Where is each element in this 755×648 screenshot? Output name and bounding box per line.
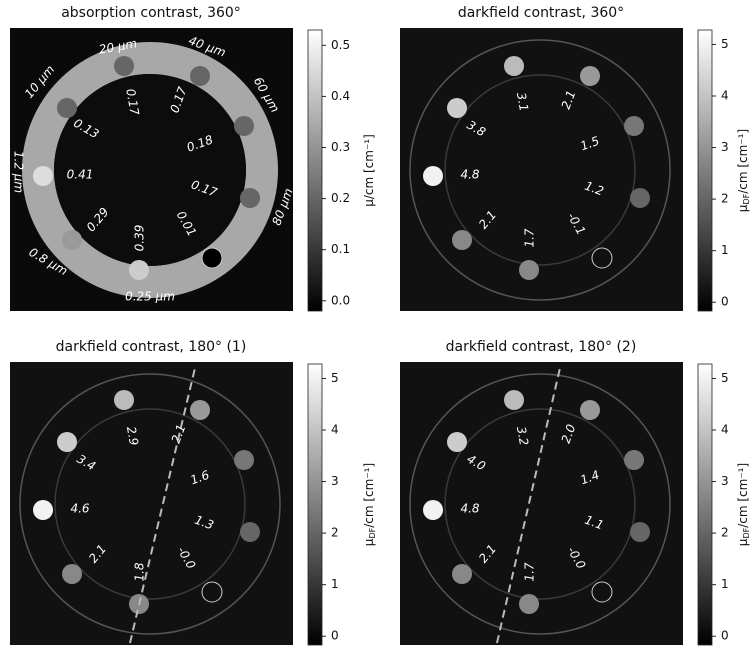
colorbar bbox=[698, 30, 712, 311]
colorbar-tick-label: 2 bbox=[331, 526, 339, 540]
sample bbox=[452, 564, 472, 584]
sample bbox=[62, 230, 82, 250]
colorbar-tick-label: 0 bbox=[721, 629, 729, 643]
sample-label: 1.2 μm bbox=[12, 151, 26, 193]
sample bbox=[580, 66, 600, 86]
colorbar-label: μDF/cm [cm⁻¹] bbox=[362, 463, 377, 546]
sample bbox=[202, 248, 222, 268]
sample bbox=[240, 188, 260, 208]
panel-title: darkfield contrast, 180° (1) bbox=[56, 339, 247, 355]
sample bbox=[624, 450, 644, 470]
sample bbox=[234, 450, 254, 470]
colorbar-tick-label: 3 bbox=[331, 474, 339, 488]
sample bbox=[33, 500, 53, 520]
colorbar-tick-label: 0.1 bbox=[331, 242, 350, 256]
colorbar-tick-label: 2 bbox=[721, 526, 729, 540]
colorbar-tick-label: 4 bbox=[721, 422, 729, 436]
colorbar-tick-label: 0.3 bbox=[331, 140, 350, 154]
sample bbox=[57, 98, 77, 118]
value-label: 1.7 bbox=[523, 228, 537, 247]
sample bbox=[580, 400, 600, 420]
value-label: 4.6 bbox=[70, 502, 89, 516]
value-label: 0.39 bbox=[133, 225, 147, 252]
sample bbox=[240, 522, 260, 542]
colorbar bbox=[308, 30, 322, 311]
sample bbox=[423, 166, 443, 186]
panel-title: darkfield contrast, 360° bbox=[458, 5, 624, 21]
panel-title: darkfield contrast, 180° (2) bbox=[446, 339, 637, 355]
sample bbox=[504, 390, 524, 410]
sample bbox=[630, 522, 650, 542]
colorbar-label-rest: /cm [cm⁻¹] bbox=[736, 129, 750, 194]
colorbar-tick-label: 0.5 bbox=[331, 38, 350, 52]
panel-title: absorption contrast, 360° bbox=[61, 5, 241, 21]
colorbar-label-sub: DF bbox=[742, 527, 751, 538]
sample bbox=[57, 432, 77, 452]
sample bbox=[519, 260, 539, 280]
sample bbox=[447, 432, 467, 452]
colorbar-label-sub: DF bbox=[368, 527, 377, 538]
colorbar-tick-label: 1 bbox=[721, 577, 729, 591]
value-label: 1.8 bbox=[133, 562, 147, 581]
value-label: 0.41 bbox=[67, 168, 94, 182]
sample bbox=[234, 116, 254, 136]
colorbar-label-sub: DF bbox=[742, 193, 751, 204]
colorbar-tick-label: 5 bbox=[331, 371, 339, 385]
figure: absorption contrast, 360°0.170.170.130.1… bbox=[0, 0, 755, 648]
colorbar-tick-label: 0 bbox=[331, 629, 339, 643]
sample bbox=[190, 66, 210, 86]
colorbar bbox=[308, 364, 322, 645]
colorbar bbox=[698, 364, 712, 645]
colorbar-label-main: μ/cm [cm⁻¹] bbox=[362, 134, 376, 207]
sample bbox=[504, 56, 524, 76]
colorbar-tick-label: 0.0 bbox=[331, 293, 350, 307]
sample bbox=[447, 98, 467, 118]
colorbar-tick-label: 1 bbox=[331, 577, 339, 591]
colorbar-tick-label: 2 bbox=[721, 192, 729, 206]
sample bbox=[114, 56, 134, 76]
image bbox=[400, 28, 683, 311]
colorbar-label-rest: /cm [cm⁻¹] bbox=[736, 463, 750, 528]
colorbar-tick-label: 3 bbox=[721, 474, 729, 488]
sample bbox=[624, 116, 644, 136]
sample bbox=[452, 230, 472, 250]
sample bbox=[630, 188, 650, 208]
colorbar-tick-label: 5 bbox=[721, 37, 729, 51]
sample bbox=[33, 166, 53, 186]
colorbar-tick-label: 1 bbox=[721, 243, 729, 257]
sample-label: 0.25 μm bbox=[125, 290, 175, 304]
colorbar-label: μ/cm [cm⁻¹] bbox=[362, 134, 376, 207]
sample bbox=[592, 582, 612, 602]
colorbar-tick-label: 4 bbox=[331, 422, 339, 436]
sample bbox=[423, 500, 443, 520]
sample bbox=[62, 564, 82, 584]
sample bbox=[592, 248, 612, 268]
colorbar-tick-label: 0 bbox=[721, 295, 729, 309]
colorbar-tick-label: 3 bbox=[721, 140, 729, 154]
sample bbox=[190, 400, 210, 420]
colorbar-label-rest: /cm [cm⁻¹] bbox=[362, 463, 376, 528]
colorbar-label: μDF/cm [cm⁻¹] bbox=[736, 129, 751, 212]
value-label: 4.8 bbox=[460, 502, 479, 516]
sample bbox=[519, 594, 539, 614]
image bbox=[10, 362, 293, 645]
colorbar-tick-label: 0.2 bbox=[331, 191, 350, 205]
colorbar-tick-label: 5 bbox=[721, 371, 729, 385]
colorbar-tick-label: 0.4 bbox=[331, 89, 350, 103]
colorbar-tick-label: 4 bbox=[721, 88, 729, 102]
sample bbox=[202, 582, 222, 602]
image bbox=[400, 362, 683, 645]
value-label: 1.7 bbox=[523, 562, 537, 581]
value-label: 4.8 bbox=[460, 168, 479, 182]
sample bbox=[114, 390, 134, 410]
colorbar-label: μDF/cm [cm⁻¹] bbox=[736, 463, 751, 546]
sample bbox=[129, 260, 149, 280]
